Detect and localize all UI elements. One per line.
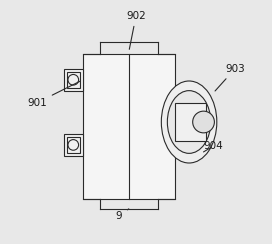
Text: 901: 901: [27, 81, 81, 108]
Bar: [67, 72, 80, 88]
Text: 904: 904: [203, 141, 223, 152]
Bar: [175, 103, 206, 141]
Text: 903: 903: [215, 64, 245, 91]
Text: 902: 902: [126, 11, 146, 49]
Ellipse shape: [161, 81, 217, 163]
Bar: [64, 134, 83, 156]
Circle shape: [193, 111, 214, 133]
Ellipse shape: [167, 91, 211, 153]
Bar: [83, 54, 175, 199]
Text: 9: 9: [116, 209, 129, 221]
Bar: [64, 69, 83, 91]
Bar: [67, 137, 80, 153]
